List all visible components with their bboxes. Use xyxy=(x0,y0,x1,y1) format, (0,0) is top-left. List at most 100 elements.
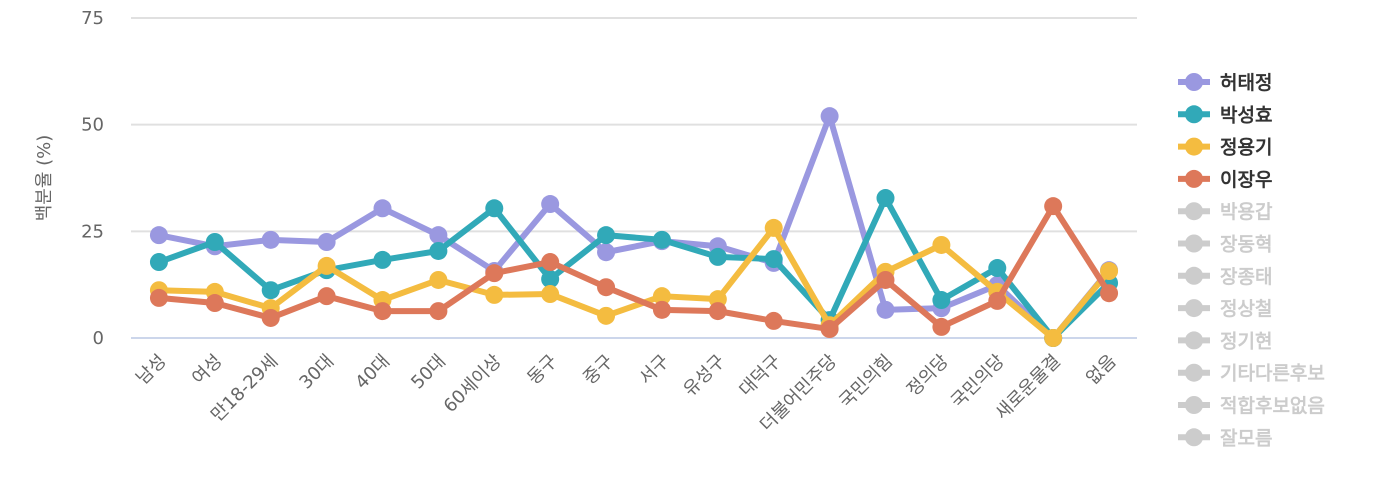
data-point xyxy=(876,270,895,289)
data-point xyxy=(541,270,560,289)
legend-marker-icon xyxy=(1185,266,1203,285)
x-tick-label: 대덕구 xyxy=(735,351,785,401)
series-line xyxy=(155,113,1113,341)
legend-label: 기타다른후보 xyxy=(1220,363,1325,385)
data-point xyxy=(708,302,727,321)
series-group xyxy=(149,107,1119,347)
legend-label: 정용기 xyxy=(1220,137,1272,159)
x-tick-label: 60세이상 xyxy=(440,351,506,417)
x-tick-label: 30대 xyxy=(295,351,338,394)
y-axis-ticks: 0 25 50 75 xyxy=(81,8,104,349)
legend-marker-icon xyxy=(1185,331,1203,350)
data-point xyxy=(1100,262,1119,281)
legend-label: 허태정 xyxy=(1220,72,1272,94)
y-axis-label: 백분율 (%) xyxy=(34,135,55,222)
data-point xyxy=(597,243,616,262)
data-point xyxy=(485,285,504,304)
data-point xyxy=(988,259,1007,278)
data-point xyxy=(205,294,224,313)
x-tick-label: 50대 xyxy=(407,351,450,394)
legend-marker-icon xyxy=(1185,202,1203,221)
data-point xyxy=(876,189,895,208)
legend-item[interactable]: 정상철 xyxy=(1178,298,1272,320)
data-point xyxy=(876,300,895,319)
legend-item[interactable]: 박성효 xyxy=(1178,104,1272,126)
data-point xyxy=(1044,197,1063,216)
legend-item[interactable]: 정기현 xyxy=(1178,330,1272,352)
data-point xyxy=(820,107,839,126)
data-point xyxy=(932,291,951,310)
x-tick-label: 동구 xyxy=(523,351,561,389)
legend-marker-icon xyxy=(1185,363,1203,382)
series-line xyxy=(155,224,1113,341)
data-point xyxy=(373,199,392,218)
x-tick-label: 40대 xyxy=(351,351,394,394)
y-tick-label: 50 xyxy=(81,115,104,136)
legend-marker-icon xyxy=(1185,428,1203,447)
legend-item[interactable]: 장동혁 xyxy=(1178,234,1272,256)
data-point xyxy=(652,230,671,249)
data-point xyxy=(261,230,280,249)
data-point xyxy=(597,306,616,325)
x-tick-label: 서구 xyxy=(635,351,673,389)
legend-item[interactable]: 이장우 xyxy=(1178,169,1272,191)
legend-label: 박성효 xyxy=(1220,104,1272,126)
legend-marker-icon xyxy=(1185,137,1203,156)
data-point xyxy=(485,199,504,218)
data-point xyxy=(652,287,671,306)
legend-item[interactable]: 허태정 xyxy=(1178,72,1272,94)
legend-marker-icon xyxy=(1185,299,1203,318)
legend-item[interactable]: 장종태 xyxy=(1178,266,1272,288)
x-tick-label: 남성 xyxy=(132,351,170,389)
x-tick-label: 여성 xyxy=(188,351,226,389)
data-point xyxy=(764,311,783,330)
data-point xyxy=(652,300,671,319)
y-tick-label: 75 xyxy=(81,8,104,29)
series-line xyxy=(155,203,1113,333)
data-point xyxy=(149,288,168,307)
data-point xyxy=(932,317,951,336)
data-point xyxy=(764,218,783,237)
data-point xyxy=(1044,329,1063,347)
x-tick-label: 중구 xyxy=(579,351,617,389)
data-point xyxy=(373,302,392,321)
data-point xyxy=(429,302,448,321)
x-tick-label: 유성구 xyxy=(679,351,729,401)
data-point xyxy=(429,226,448,245)
legend-label: 박용갑 xyxy=(1220,201,1273,223)
legend-label: 적합후보없음 xyxy=(1220,395,1325,417)
legend-item[interactable]: 기타다른후보 xyxy=(1178,363,1325,385)
data-point xyxy=(820,320,839,339)
grid-lines xyxy=(131,17,1137,339)
legend-marker-icon xyxy=(1185,105,1203,124)
legend-label: 이장우 xyxy=(1220,169,1272,191)
x-tick-label: 국민의힘 xyxy=(835,351,897,413)
data-point xyxy=(541,253,560,272)
data-point xyxy=(541,195,560,214)
legend-label: 장종태 xyxy=(1220,266,1272,288)
legend-label: 장동혁 xyxy=(1220,234,1272,256)
legend-item[interactable]: 박용갑 xyxy=(1178,201,1273,223)
data-point xyxy=(205,233,224,251)
legend-item[interactable]: 정용기 xyxy=(1178,137,1272,159)
data-point xyxy=(261,281,280,300)
data-point xyxy=(149,253,168,272)
data-point xyxy=(485,264,504,283)
legend-marker-icon xyxy=(1185,73,1203,91)
x-tick-label: 정의당 xyxy=(903,351,953,401)
legend-label: 정상철 xyxy=(1220,298,1272,320)
legend-item[interactable]: 잘모름 xyxy=(1178,427,1272,449)
data-point xyxy=(317,256,336,275)
x-tick-label: 없음 xyxy=(1082,351,1120,389)
data-point xyxy=(317,233,336,251)
legend-item[interactable]: 적합후보없음 xyxy=(1178,395,1325,417)
legend-marker-icon xyxy=(1185,234,1203,253)
data-point xyxy=(429,241,448,260)
data-point xyxy=(708,247,727,266)
data-point xyxy=(988,291,1007,310)
data-point xyxy=(597,278,616,297)
data-point xyxy=(261,308,280,327)
legend-label: 정기현 xyxy=(1220,330,1272,352)
